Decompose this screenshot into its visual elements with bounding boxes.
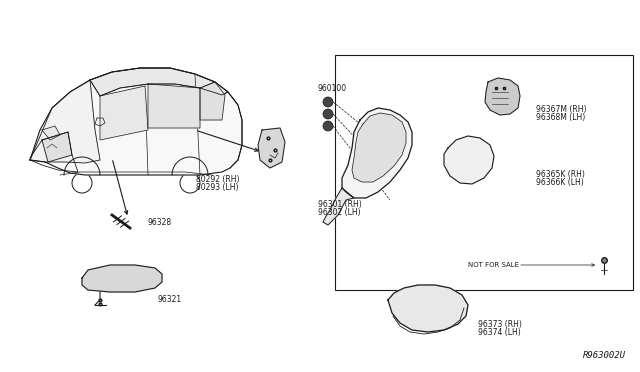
Text: 96301 (RH): 96301 (RH) bbox=[318, 200, 362, 209]
Text: 80292 (RH): 80292 (RH) bbox=[196, 175, 239, 184]
Text: 96373 (RH): 96373 (RH) bbox=[478, 320, 522, 329]
Polygon shape bbox=[42, 132, 72, 162]
Polygon shape bbox=[258, 128, 285, 168]
Circle shape bbox=[323, 121, 333, 131]
Polygon shape bbox=[342, 108, 412, 198]
Polygon shape bbox=[148, 84, 200, 128]
Text: 96328: 96328 bbox=[148, 218, 172, 227]
Text: NOT FOR SALE: NOT FOR SALE bbox=[468, 262, 519, 268]
Text: 960100: 960100 bbox=[318, 84, 347, 93]
Text: 96365K (RH): 96365K (RH) bbox=[536, 170, 585, 179]
Text: R963002U: R963002U bbox=[583, 351, 626, 360]
Polygon shape bbox=[30, 80, 100, 163]
Polygon shape bbox=[323, 188, 354, 225]
Text: 96367M (RH): 96367M (RH) bbox=[536, 105, 586, 114]
Polygon shape bbox=[42, 126, 60, 140]
Text: 96374 (LH): 96374 (LH) bbox=[478, 328, 521, 337]
Circle shape bbox=[323, 97, 333, 107]
Text: 96321: 96321 bbox=[158, 295, 182, 304]
Polygon shape bbox=[100, 86, 148, 140]
Bar bbox=[335, 55, 633, 290]
Polygon shape bbox=[90, 68, 228, 96]
Text: 96368M (LH): 96368M (LH) bbox=[536, 113, 585, 122]
Polygon shape bbox=[82, 265, 162, 292]
Polygon shape bbox=[200, 82, 225, 120]
Polygon shape bbox=[388, 285, 468, 332]
Circle shape bbox=[323, 109, 333, 119]
Polygon shape bbox=[444, 136, 494, 184]
Text: 96302 (LH): 96302 (LH) bbox=[318, 208, 360, 217]
Text: 80293 (LH): 80293 (LH) bbox=[196, 183, 239, 192]
Polygon shape bbox=[352, 113, 406, 182]
Polygon shape bbox=[90, 68, 215, 96]
Polygon shape bbox=[485, 78, 520, 115]
Text: 96366K (LH): 96366K (LH) bbox=[536, 178, 584, 187]
Polygon shape bbox=[30, 68, 242, 175]
